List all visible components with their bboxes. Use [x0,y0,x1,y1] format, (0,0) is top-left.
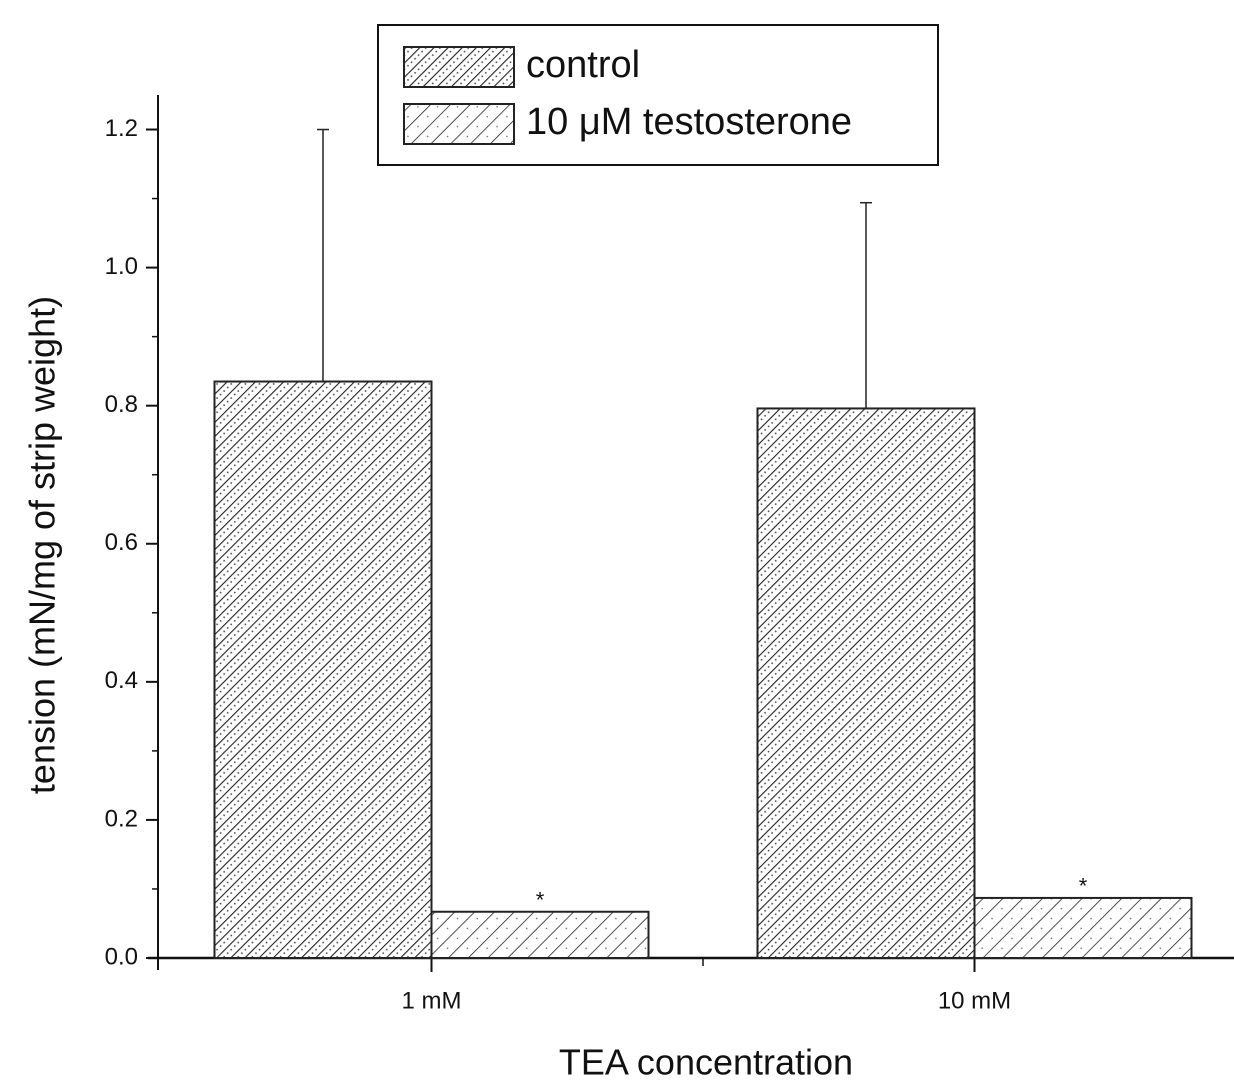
legend-swatch [403,46,515,88]
y-axis-title: tension (mN/mg of strip weight) [22,296,63,794]
bar [756,407,976,959]
bar-annotation: * [1079,874,1088,899]
bar [213,380,433,959]
y-tick-label: 0.6 [105,529,138,556]
legend-label: control [526,44,640,86]
y-tick-label: 0.0 [105,943,138,970]
y-tick-label: 0.4 [105,667,138,694]
x-axis-title: TEA concentration [559,1042,853,1083]
y-tick-label: 1.0 [105,253,138,280]
legend-label: 10 μM testosterone [526,101,852,143]
x-tick-label: 1 mM [402,987,462,1014]
bar [973,896,1193,959]
bar [430,910,650,960]
y-tick-label: 1.2 [105,115,138,142]
y-tick-label: 0.8 [105,391,138,418]
y-tick-label: 0.2 [105,805,138,832]
bar-annotation: * [536,888,545,913]
x-tick-label: 10 mM [938,987,1011,1014]
legend-swatch [403,103,515,145]
